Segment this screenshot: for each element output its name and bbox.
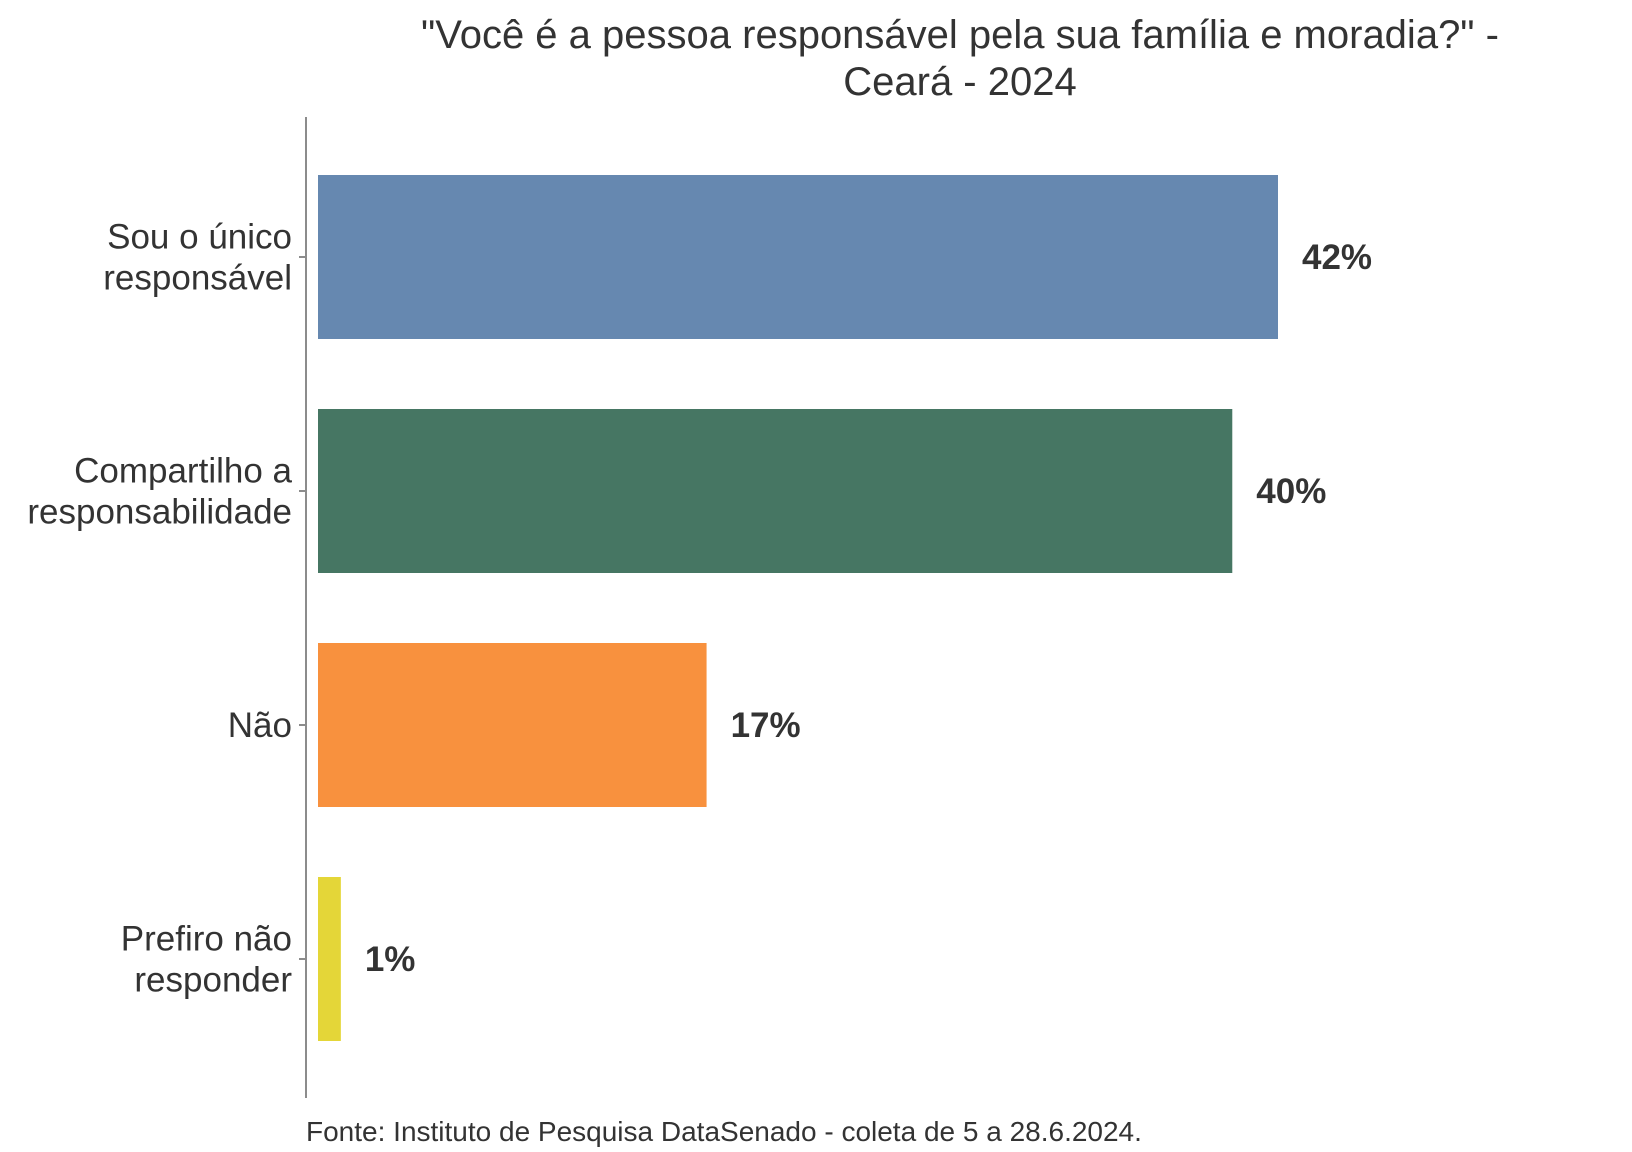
value-label-4: 1% bbox=[365, 940, 416, 979]
bar-1 bbox=[318, 175, 1278, 339]
value-label-3: 17% bbox=[731, 706, 801, 745]
bar-3 bbox=[318, 643, 707, 807]
value-label-2: 40% bbox=[1256, 472, 1326, 511]
bar-4 bbox=[318, 877, 341, 1041]
category-label-3: Não bbox=[228, 706, 292, 745]
bars-layer: 42% Sou o único responsável 40% Compartilho … bbox=[27, 175, 1372, 1041]
bar-2 bbox=[318, 409, 1233, 573]
category-label-2: Compartilho a responsabilidade bbox=[27, 452, 292, 532]
chart-title: "Você é a pessoa responsável pela sua fa… bbox=[421, 13, 1499, 104]
category-label-1: Sou o único responsável bbox=[103, 218, 292, 298]
source-note: Fonte: Instituto de Pesquisa DataSenado … bbox=[306, 1116, 1142, 1147]
value-label-1: 42% bbox=[1302, 238, 1372, 277]
category-label-4: Prefiro não responder bbox=[121, 920, 293, 1000]
